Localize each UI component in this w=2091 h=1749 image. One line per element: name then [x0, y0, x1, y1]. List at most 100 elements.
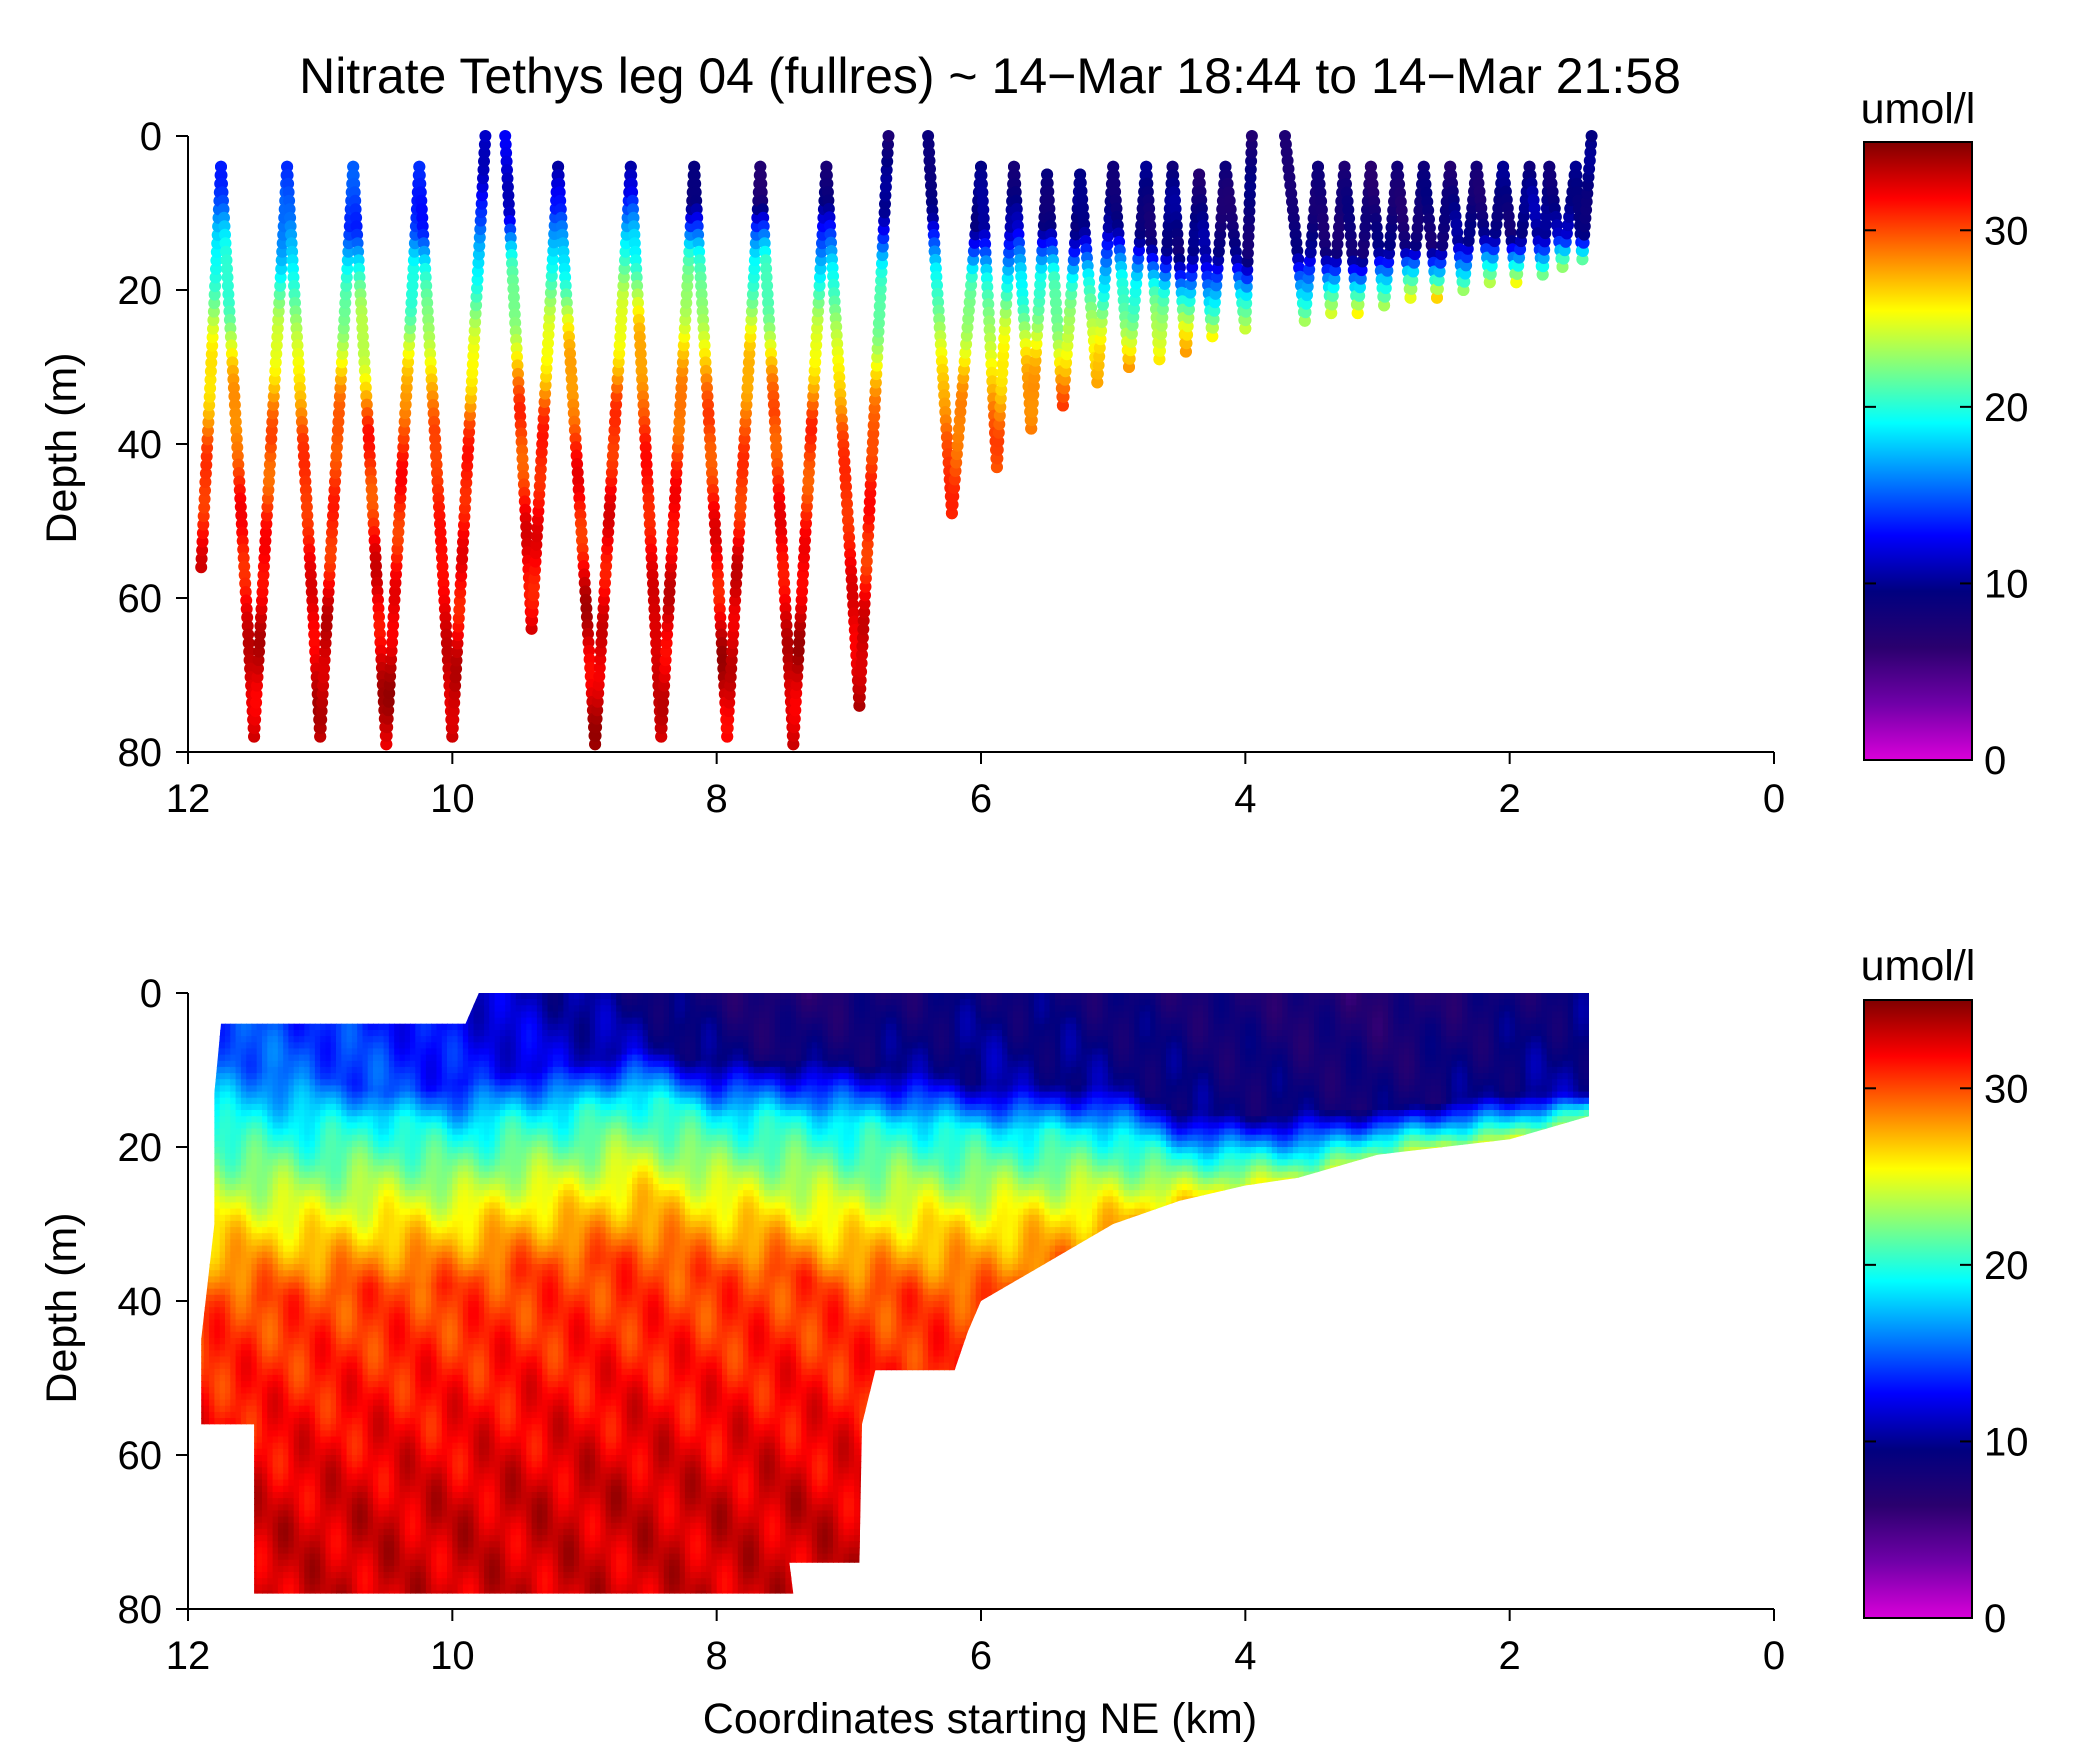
heatmap-cell	[235, 1116, 242, 1124]
heatmap-cell	[256, 1547, 263, 1555]
heatmap-cell	[256, 1393, 263, 1401]
heatmap-cell	[277, 1177, 284, 1185]
profile-point	[980, 255, 992, 268]
heatmap-cell	[193, 1042, 199, 1049]
heatmap-cell	[294, 1597, 300, 1604]
heatmap-cell	[293, 1251, 300, 1259]
heatmap-cell	[293, 1196, 300, 1204]
heatmap-cell	[309, 1196, 316, 1204]
profile-point	[877, 223, 890, 236]
heatmap-cell	[246, 1245, 253, 1253]
profile-point	[1180, 337, 1193, 350]
profile-point	[640, 450, 653, 462]
heatmap-cell	[225, 1177, 232, 1185]
heatmap-cell	[219, 1485, 226, 1493]
heatmap-cell	[256, 1338, 263, 1345]
profile-point	[329, 467, 342, 479]
profile-point	[986, 383, 999, 396]
heatmap-cell	[309, 1522, 316, 1530]
heatmap-cell	[299, 1085, 306, 1093]
heatmap-cell	[314, 1036, 321, 1044]
profile-point	[1019, 338, 1032, 351]
heatmap-cell	[251, 1165, 258, 1173]
heatmap-cell	[209, 1036, 216, 1044]
profile-point	[329, 475, 341, 488]
heatmap-cell	[219, 1060, 226, 1068]
heatmap-cell	[256, 1455, 263, 1462]
profile-point	[593, 661, 606, 674]
heatmap-cell	[293, 1430, 300, 1438]
profile-point	[202, 424, 214, 437]
heatmap-cell	[225, 1399, 232, 1407]
heatmap-cell	[225, 1319, 232, 1327]
profile-point	[630, 271, 643, 284]
heatmap-cell	[219, 1153, 226, 1161]
heatmap-cell	[262, 1381, 269, 1389]
profile-point	[574, 517, 587, 530]
profile-point	[771, 458, 784, 470]
heatmap-cell	[288, 1418, 295, 1425]
heatmap-cell	[246, 1510, 253, 1518]
profile-point	[306, 594, 319, 607]
heatmap-cell	[219, 1442, 226, 1450]
heatmap-cell	[314, 1461, 321, 1469]
profile-point	[833, 371, 846, 384]
profile-point	[762, 305, 775, 318]
heatmap-cell	[272, 1399, 279, 1407]
heatmap-cell	[277, 1005, 284, 1013]
heatmap-cell	[309, 1116, 316, 1124]
profile-point	[363, 441, 376, 454]
heatmap-cell	[193, 1061, 199, 1068]
heatmap-cell	[193, 1566, 199, 1573]
heatmap-cell	[262, 1042, 269, 1050]
profile-point	[293, 373, 306, 386]
heatmap-cell	[193, 1264, 199, 1271]
heatmap-cell	[288, 1282, 295, 1290]
heatmap-cell	[225, 1017, 232, 1025]
heatmap-cell	[219, 1522, 226, 1530]
heatmap-cell	[277, 1036, 284, 1044]
heatmap-cell	[262, 1202, 269, 1210]
heatmap-cell	[193, 1283, 199, 1290]
heatmap-cell	[277, 1584, 284, 1592]
profile-point	[742, 356, 755, 369]
profile-point	[759, 254, 772, 267]
heatmap-cell	[288, 1011, 295, 1019]
profile-point	[502, 198, 515, 210]
profile-point	[227, 381, 240, 394]
profile-point	[854, 682, 867, 695]
heatmap-cell	[201, 1147, 205, 1154]
profile-point	[380, 738, 393, 751]
heatmap-cell	[199, 1609, 205, 1616]
heatmap-cell	[309, 1122, 316, 1130]
heatmap-cell	[201, 1461, 205, 1469]
profile-point	[1062, 322, 1075, 335]
profile-point	[274, 279, 287, 292]
profile-point	[316, 696, 329, 709]
profile-point	[713, 603, 726, 615]
profile-point	[324, 560, 336, 573]
profile-point	[1195, 202, 1208, 215]
heatmap-cell	[203, 1184, 210, 1191]
heatmap-cell	[230, 1597, 236, 1604]
profile-point	[463, 426, 476, 439]
profile-point	[334, 381, 347, 394]
heatmap-cell	[201, 1516, 205, 1524]
heatmap-cell	[230, 1264, 237, 1271]
heatmap-cell	[203, 1264, 210, 1271]
heatmap-cell	[304, 1233, 311, 1241]
profile-point	[664, 569, 677, 581]
heatmap-cell	[246, 1214, 253, 1222]
heatmap-cell	[277, 1528, 284, 1536]
heatmap-cell	[201, 1350, 205, 1358]
profile-point	[782, 644, 794, 657]
heatmap-cell	[320, 1036, 327, 1044]
profile-point	[390, 551, 403, 564]
profile-point	[868, 410, 881, 423]
heatmap-cell	[199, 1597, 205, 1604]
heatmap-cell	[246, 1220, 253, 1228]
profile-point	[466, 366, 479, 379]
heatmap-cell	[214, 1541, 221, 1549]
heatmap-cell	[193, 1313, 199, 1320]
heatmap-cell	[203, 1128, 210, 1136]
